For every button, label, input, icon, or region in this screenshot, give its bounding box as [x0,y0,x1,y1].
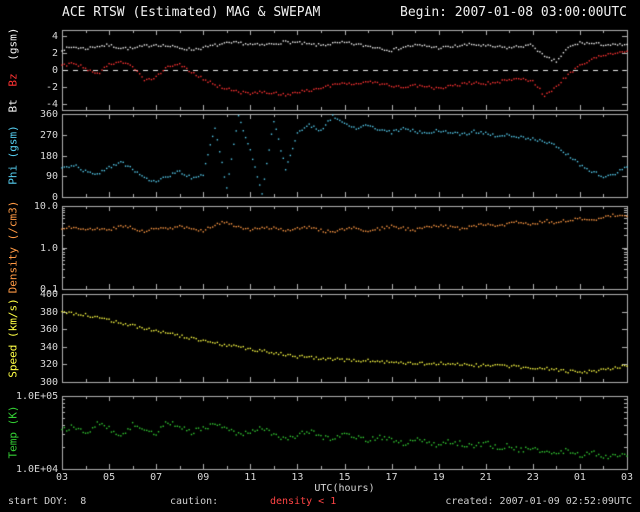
y-tick-label: 360 [39,324,58,336]
y-tick-label: -4 [45,99,58,111]
y-tick-label: 0.1 [39,284,58,295]
y-tick-label: 90 [45,171,58,183]
x-tick-label: 05 [103,472,116,483]
y-tick-label: 10.0 [33,201,58,212]
x-tick-label: 23 [526,472,539,483]
y-tick-label: 320 [39,359,58,371]
x-tick-label: 17 [385,472,398,483]
y-tick-label: 180 [39,150,58,162]
x-tick-label: 01 [573,472,586,483]
x-tick-label: 03 [620,472,634,483]
plot-title: ACE RTSW (Estimated) MAG & SWEPAM [62,5,321,20]
y-tick-label: 360 [39,109,58,120]
y-tick-label: 340 [39,341,58,353]
caution-value: density < 1 [270,496,337,507]
x-tick-label: 09 [197,472,210,483]
y-tick-label: 400 [39,289,58,300]
x-tick-label: 03 [55,472,69,483]
x-tick-label: 07 [150,472,163,483]
y-tick-label: 1.0 [39,242,58,254]
y-tick-label: 1.0E+05 [16,391,59,402]
y-tick-label: -2 [45,82,58,94]
y-tick-label: 300 [39,377,58,388]
x-axis-label: UTC(hours) [314,483,375,494]
caution-label: caution: [170,496,219,507]
x-tick-label: 19 [432,472,445,483]
x-tick-label: 11 [244,472,257,483]
x-tick-label: 13 [291,472,304,483]
y-tick-label: 2 [51,47,58,59]
x-tick-label: 15 [338,472,351,483]
y-tick-label: 0 [51,65,58,76]
y-tick-label: 1.0E+04 [16,464,59,475]
begin-timestamp: Begin: 2007-01-08 03:00:00UTC [400,5,627,20]
y-axis-label-temp: Temp (K) [6,405,20,459]
y-tick-label: 270 [39,129,58,141]
y-tick-label: 380 [39,306,58,318]
created-timestamp: created: 2007-01-09 02:52:09UTC [445,496,632,507]
y-tick-label: 4 [51,30,58,42]
x-tick-label: 21 [479,472,492,483]
y-tick-label: 0 [51,192,58,203]
start-doy-text: start DOY: 8 [8,496,87,507]
